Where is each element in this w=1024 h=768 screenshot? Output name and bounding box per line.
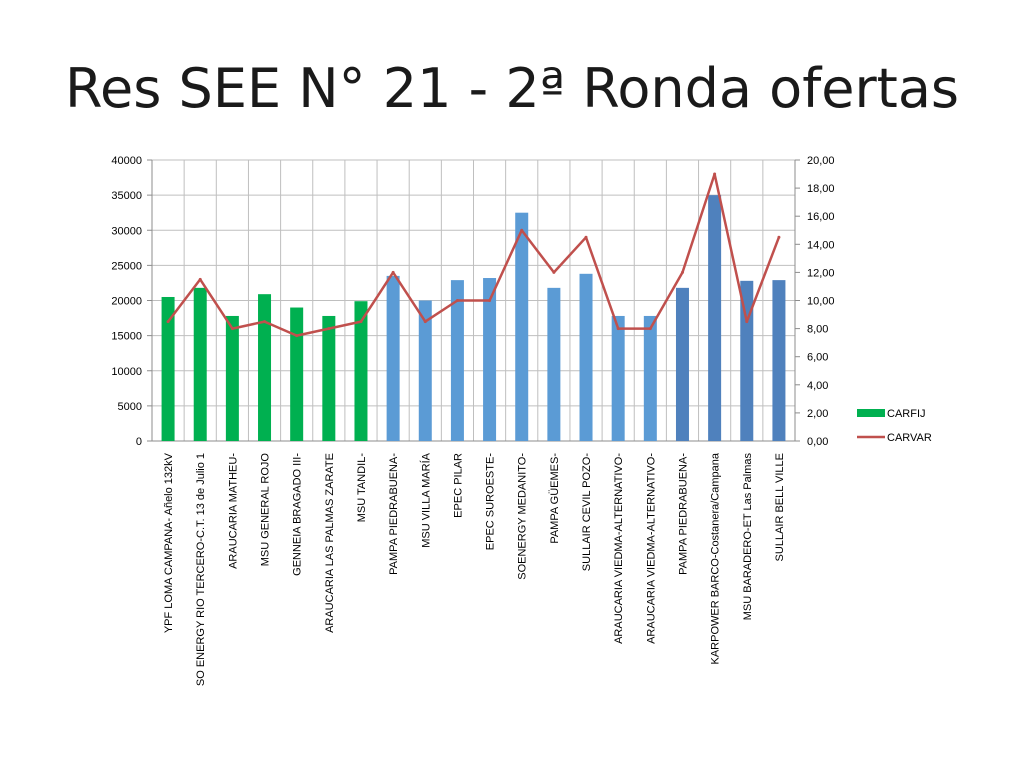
x-category-label: YPF LOMA CAMPANA- Añelo 132kV — [163, 452, 175, 633]
bar-carfij — [161, 296, 175, 441]
y-left-tick-label: 30000 — [111, 225, 142, 237]
x-category-label: PAMPA PIEDRABUENA- — [388, 453, 400, 575]
y-left-tick-label: 40000 — [111, 155, 142, 167]
legend-label-carvar: CARVAR — [887, 432, 932, 444]
y-right-tick-label: 14,00 — [807, 239, 835, 251]
y-right-tick-label: 8,00 — [807, 324, 828, 336]
bar-carfij — [386, 275, 400, 441]
x-category-label: MSU BARADERO-ET Las Palmas — [742, 453, 754, 621]
x-category-label: SO ENERGY RIO TERCERO-C.T. 13 de Julio 1 — [195, 453, 207, 686]
x-category-label: SULLAIR CEVIL POZO- — [581, 453, 593, 572]
point-carvar — [166, 320, 170, 324]
bar-carfij — [193, 287, 207, 441]
x-category-label: GENNEIA BRAGADO III- — [292, 453, 304, 576]
bar-carfij — [354, 301, 368, 441]
x-category-label: EPEC SUROESTE- — [485, 453, 497, 551]
point-carvar — [198, 277, 202, 281]
point-carvar — [230, 327, 234, 331]
x-category-label: EPEC PILAR — [452, 453, 464, 518]
bar-carfij — [708, 195, 722, 441]
point-carvar — [488, 299, 492, 302]
x-category-label: ARAUCARIA LAS PALMAS ZARATE — [324, 453, 336, 633]
x-category-label: PAMPA PIEDRABUENA- — [677, 453, 689, 575]
point-carvar — [616, 327, 620, 331]
x-category-label: MSU GENERAL ROJO — [260, 453, 272, 567]
x-category-label: ARAUCARIA MATHEU- — [227, 453, 239, 569]
point-carvar — [745, 320, 749, 324]
bar-carfij — [740, 280, 754, 441]
legend-swatch-carfij — [857, 409, 885, 417]
y-left-tick-label: 5000 — [118, 401, 142, 413]
point-carvar — [359, 320, 363, 324]
bar-carfij — [483, 278, 497, 441]
y-left-tick-label: 35000 — [111, 190, 142, 202]
legend-label-carfij: CARFIJ — [887, 408, 926, 420]
bar-carfij — [579, 273, 593, 441]
bar-carfij — [611, 315, 625, 441]
bar-carfij — [515, 212, 529, 441]
bar-carfij — [643, 315, 657, 441]
point-carvar — [263, 320, 267, 324]
x-category-label: ARAUCARIA VIEDMA-ALTERNATIVO- — [645, 453, 657, 644]
y-left-tick-label: 0 — [136, 436, 142, 448]
point-carvar — [648, 327, 652, 331]
bar-carfij — [418, 300, 432, 441]
y-right-tick-label: 16,00 — [807, 211, 835, 223]
point-carvar — [295, 334, 299, 338]
line-carvar — [167, 172, 781, 337]
y-right-tick-label: 20,00 — [807, 155, 835, 167]
bar-carfij — [225, 315, 239, 441]
x-category-label: MSU VILLA MARÍA — [419, 452, 432, 547]
y-right-tick-label: 0,00 — [807, 436, 828, 448]
x-category-label: PAMPA GÜEMES- — [549, 453, 561, 544]
y-left-tick-label: 15000 — [111, 331, 142, 343]
y-left-tick-label: 10000 — [111, 366, 142, 378]
point-carvar — [520, 228, 524, 232]
bar-carfij — [772, 280, 786, 441]
bar-carfij — [322, 315, 336, 441]
y-right-tick-label: 2,00 — [807, 408, 828, 420]
point-carvar — [327, 327, 331, 331]
point-carvar — [777, 235, 781, 239]
point-carvar — [713, 172, 717, 176]
slide-title: Res SEE N° 21 - 2ª Ronda ofertas — [64, 57, 960, 120]
y-left-tick-label: 20000 — [111, 296, 142, 308]
x-category-label: ARAUCARIA VIEDMA-ALTERNATIVO- — [613, 453, 625, 644]
y-right-tick-label: 4,00 — [807, 380, 828, 392]
bar-carfij — [547, 287, 561, 441]
bar-carfij — [290, 307, 304, 441]
point-carvar — [391, 270, 395, 274]
point-carvar — [552, 270, 556, 274]
bar-carfij — [675, 287, 689, 441]
x-category-label: SULLAIR BELL VILLE — [774, 453, 786, 561]
bar-carfij — [258, 294, 272, 441]
point-carvar — [584, 235, 588, 239]
y-left-tick-label: 25000 — [111, 260, 142, 272]
y-right-tick-label: 10,00 — [807, 296, 835, 308]
point-carvar — [455, 299, 459, 302]
y-right-tick-label: 12,00 — [807, 267, 835, 279]
bar-carfij — [450, 280, 464, 441]
x-category-label: MSU TANDIL- — [356, 453, 368, 523]
point-carvar — [680, 270, 684, 274]
x-category-label: SOENERGY MEDANITO- — [517, 453, 529, 580]
x-category-label: KARPOWER BARCO-Costanera/Campana — [710, 452, 722, 664]
y-right-tick-label: 18,00 — [807, 183, 835, 195]
point-carvar — [423, 320, 427, 324]
y-right-tick-label: 6,00 — [807, 352, 828, 364]
